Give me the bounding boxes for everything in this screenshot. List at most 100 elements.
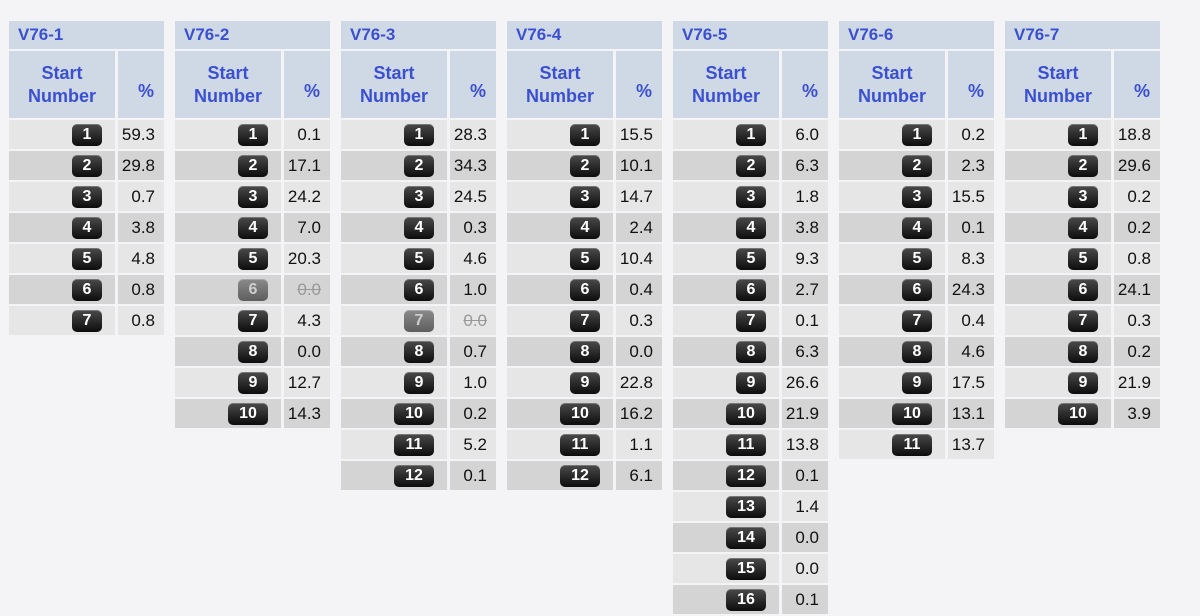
race-title: V76-2 [175,21,330,49]
start-number-cell: 2 [175,151,284,180]
percent-value: 1.0 [450,368,496,397]
start-number-badge: 3 [736,185,766,208]
start-number-badge: 1 [404,123,434,146]
table-row: 5 20.3 [175,244,330,273]
start-number-badge: 4 [736,216,766,239]
start-number-cell: 12 [673,461,782,490]
start-number-badge: 14 [726,526,766,549]
percent-value: 3.9 [1114,399,1160,428]
start-number-badge: 13 [726,495,766,518]
start-number-badge: 8 [736,340,766,363]
table-row: 2 34.3 [341,151,496,180]
table-row: 11 13.7 [839,430,994,459]
percent-value: 0.8 [118,306,164,335]
percent-header: % [1114,51,1160,118]
table-row: 9 17.5 [839,368,994,397]
table-row: 6 0.4 [507,275,662,304]
start-number-cell: 5 [9,244,118,273]
start-number-badge: 10 [726,402,766,425]
start-number-cell: 5 [1005,244,1114,273]
start-number-badge: 2 [404,154,434,177]
percent-value: 0.0 [284,337,330,366]
table-row: 6 2.7 [673,275,828,304]
start-number-badge: 4 [404,216,434,239]
percent-value: 0.1 [782,585,828,614]
table-row: 4 7.0 [175,213,330,242]
percent-value: 1.0 [450,275,496,304]
start-number-badge: 8 [238,340,268,363]
table-row: 5 0.8 [1005,244,1160,273]
percent-value: 15.5 [948,182,994,211]
percent-value: 6.1 [616,461,662,490]
start-number-cell: 13 [673,492,782,521]
start-number-cell: 8 [175,337,284,366]
start-number-cell: 2 [839,151,948,180]
table-row: 10 0.2 [341,399,496,428]
start-number-badge: 1 [72,123,102,146]
percent-value: 2.3 [948,151,994,180]
start-number-badge: 2 [570,154,600,177]
start-number-cell: 5 [673,244,782,273]
percent-value: 0.1 [782,461,828,490]
percent-value: 0.3 [616,306,662,335]
table-row: 4 0.1 [839,213,994,242]
start-number-cell: 11 [673,430,782,459]
table-row: 6 1.0 [341,275,496,304]
percent-value: 0.4 [616,275,662,304]
table-row: 9 26.6 [673,368,828,397]
table-row: 10 21.9 [673,399,828,428]
table-row: 3 1.8 [673,182,828,211]
percent-header: % [616,51,662,118]
percent-value: 0.2 [1114,337,1160,366]
percent-value: 13.8 [782,430,828,459]
start-number-cell: 1 [175,120,284,149]
percent-value: 12.7 [284,368,330,397]
start-number-badge: 4 [72,216,102,239]
table-row: 12 6.1 [507,461,662,490]
start-number-header: Start Number [839,51,948,118]
start-number-cell: 6 [507,275,616,304]
percent-value: 29.8 [118,151,164,180]
start-number-header: Start Number [507,51,616,118]
table-row: 1 28.3 [341,120,496,149]
percent-value: 17.1 [284,151,330,180]
start-number-badge: 4 [1068,216,1098,239]
start-number-badge: 1 [736,123,766,146]
start-number-cell: 7 [673,306,782,335]
table-row: 7 0.3 [1005,306,1160,335]
race-table-v76-4: V76-4 Start Number% 1 15.5 2 10.1 3 14.7 4 2.4 5 10… [507,19,662,492]
percent-value: 6.3 [782,337,828,366]
start-number-cell: 7 [839,306,948,335]
table-row: 9 22.8 [507,368,662,397]
start-number-cell: 8 [507,337,616,366]
race-title: V76-7 [1005,21,1160,49]
table-row: 4 3.8 [673,213,828,242]
start-number-cell: 10 [1005,399,1114,428]
start-number-badge: 15 [726,557,766,580]
start-number-cell: 6 [9,275,118,304]
table-row: 8 0.0 [175,337,330,366]
race-table-v76-3: V76-3 Start Number% 1 28.3 2 34.3 3 24.5 4 0.3 5 4.… [341,19,496,492]
table-row: 1 0.2 [839,120,994,149]
percent-value: 34.3 [450,151,496,180]
percent-value: 0.1 [450,461,496,490]
table-row: 7 0.0 [341,306,496,335]
start-number-cell: 2 [673,151,782,180]
start-number-cell: 5 [507,244,616,273]
table-row: 6 0.0 [175,275,330,304]
start-number-badge: 10 [892,402,932,425]
start-number-cell: 3 [175,182,284,211]
percent-value: 6.3 [782,151,828,180]
start-number-cell: 7 [341,306,450,335]
percent-value: 2.7 [782,275,828,304]
start-number-badge: 2 [238,154,268,177]
table-row: 3 15.5 [839,182,994,211]
percent-value: 2.4 [616,213,662,242]
start-number-badge: 2 [902,154,932,177]
start-number-badge: 3 [902,185,932,208]
table-row: 6 24.1 [1005,275,1160,304]
table-row: 2 17.1 [175,151,330,180]
start-number-badge: 6 [404,278,434,301]
table-row: 7 0.1 [673,306,828,335]
percent-value: 1.4 [782,492,828,521]
